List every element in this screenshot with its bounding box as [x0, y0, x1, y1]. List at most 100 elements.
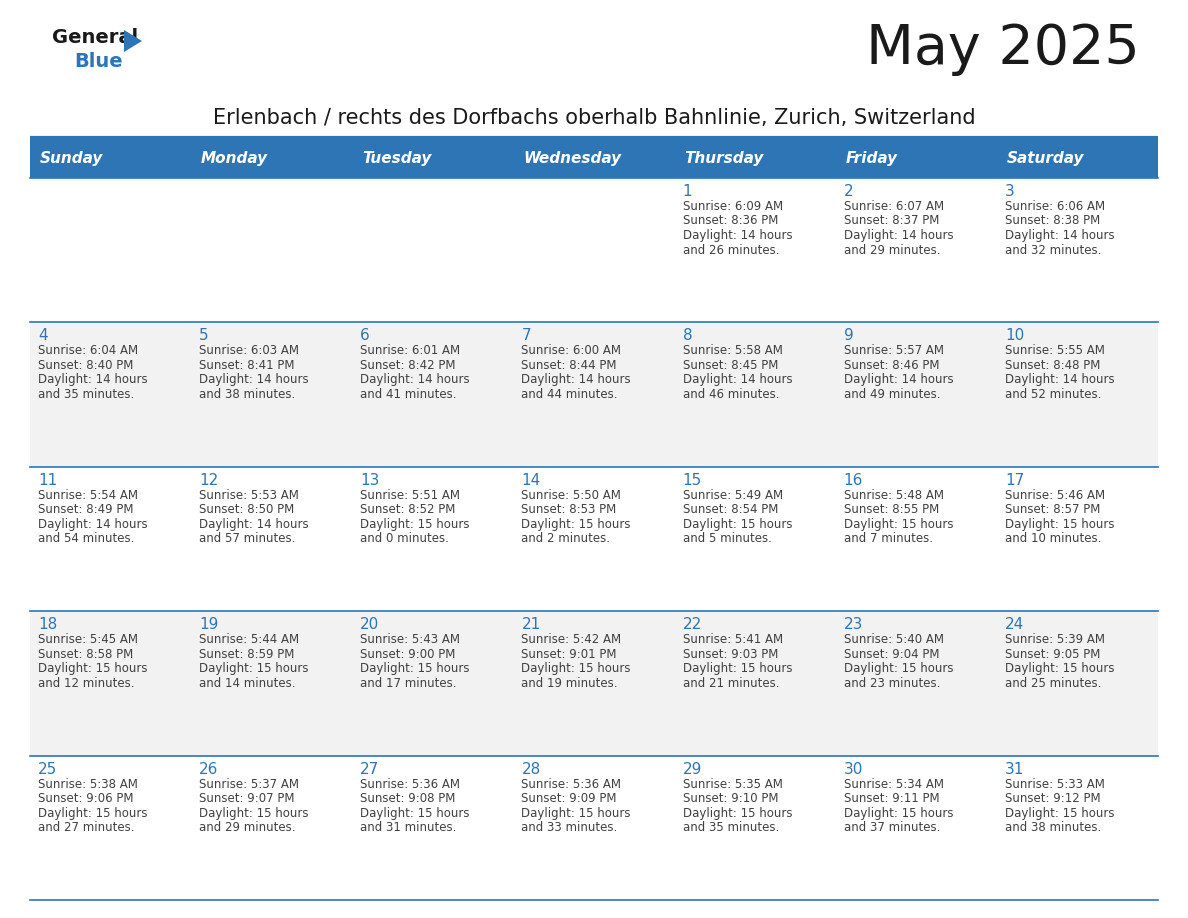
- Text: and 27 minutes.: and 27 minutes.: [38, 821, 134, 834]
- Text: Daylight: 14 hours: Daylight: 14 hours: [200, 518, 309, 531]
- Text: Sunset: 8:38 PM: Sunset: 8:38 PM: [1005, 215, 1100, 228]
- Text: Daylight: 15 hours: Daylight: 15 hours: [360, 518, 469, 531]
- Text: General: General: [52, 28, 138, 47]
- Text: Sunset: 8:45 PM: Sunset: 8:45 PM: [683, 359, 778, 372]
- Text: 3: 3: [1005, 184, 1015, 199]
- Text: Sunrise: 6:03 AM: Sunrise: 6:03 AM: [200, 344, 299, 357]
- Text: 26: 26: [200, 762, 219, 777]
- Text: 2: 2: [843, 184, 853, 199]
- FancyBboxPatch shape: [30, 466, 1158, 611]
- Text: Sunset: 9:05 PM: Sunset: 9:05 PM: [1005, 648, 1100, 661]
- Text: Sunrise: 5:58 AM: Sunrise: 5:58 AM: [683, 344, 783, 357]
- Text: Sunset: 8:57 PM: Sunset: 8:57 PM: [1005, 503, 1100, 516]
- Text: Sunrise: 5:45 AM: Sunrise: 5:45 AM: [38, 633, 138, 646]
- Text: 6: 6: [360, 329, 369, 343]
- Text: Sunset: 8:46 PM: Sunset: 8:46 PM: [843, 359, 940, 372]
- Text: 28: 28: [522, 762, 541, 777]
- Text: Sunrise: 5:51 AM: Sunrise: 5:51 AM: [360, 488, 460, 502]
- Text: and 2 minutes.: and 2 minutes.: [522, 532, 611, 545]
- Text: Daylight: 14 hours: Daylight: 14 hours: [1005, 374, 1114, 386]
- Text: Sunrise: 5:36 AM: Sunrise: 5:36 AM: [522, 778, 621, 790]
- Text: Sunset: 9:06 PM: Sunset: 9:06 PM: [38, 792, 133, 805]
- Text: Sunrise: 5:49 AM: Sunrise: 5:49 AM: [683, 488, 783, 502]
- Text: 27: 27: [360, 762, 379, 777]
- Text: and 38 minutes.: and 38 minutes.: [200, 388, 296, 401]
- Text: and 52 minutes.: and 52 minutes.: [1005, 388, 1101, 401]
- Text: Daylight: 14 hours: Daylight: 14 hours: [200, 374, 309, 386]
- Text: Daylight: 15 hours: Daylight: 15 hours: [200, 662, 309, 676]
- Text: Sunset: 8:36 PM: Sunset: 8:36 PM: [683, 215, 778, 228]
- Text: and 32 minutes.: and 32 minutes.: [1005, 243, 1101, 256]
- Text: 25: 25: [38, 762, 57, 777]
- Text: Daylight: 14 hours: Daylight: 14 hours: [522, 374, 631, 386]
- Text: and 10 minutes.: and 10 minutes.: [1005, 532, 1101, 545]
- Text: Sunrise: 5:46 AM: Sunrise: 5:46 AM: [1005, 488, 1105, 502]
- Text: 8: 8: [683, 329, 693, 343]
- Text: 1: 1: [683, 184, 693, 199]
- FancyBboxPatch shape: [30, 611, 1158, 756]
- Text: and 12 minutes.: and 12 minutes.: [38, 677, 134, 689]
- Polygon shape: [124, 30, 143, 52]
- Text: 5: 5: [200, 329, 209, 343]
- Text: Daylight: 15 hours: Daylight: 15 hours: [38, 807, 147, 820]
- Text: Sunrise: 5:34 AM: Sunrise: 5:34 AM: [843, 778, 943, 790]
- Text: Sunset: 8:42 PM: Sunset: 8:42 PM: [360, 359, 456, 372]
- Text: Daylight: 15 hours: Daylight: 15 hours: [1005, 662, 1114, 676]
- Text: Sunrise: 5:39 AM: Sunrise: 5:39 AM: [1005, 633, 1105, 646]
- Text: Sunrise: 5:54 AM: Sunrise: 5:54 AM: [38, 488, 138, 502]
- Text: 16: 16: [843, 473, 864, 487]
- Text: Sunset: 8:59 PM: Sunset: 8:59 PM: [200, 648, 295, 661]
- Text: Daylight: 15 hours: Daylight: 15 hours: [683, 662, 792, 676]
- Text: 29: 29: [683, 762, 702, 777]
- Text: Sunrise: 6:09 AM: Sunrise: 6:09 AM: [683, 200, 783, 213]
- Text: and 5 minutes.: and 5 minutes.: [683, 532, 771, 545]
- Text: Sunrise: 5:44 AM: Sunrise: 5:44 AM: [200, 633, 299, 646]
- Text: 7: 7: [522, 329, 531, 343]
- Text: Daylight: 15 hours: Daylight: 15 hours: [522, 518, 631, 531]
- Text: 21: 21: [522, 617, 541, 633]
- Text: Sunset: 8:37 PM: Sunset: 8:37 PM: [843, 215, 939, 228]
- Text: Sunset: 9:04 PM: Sunset: 9:04 PM: [843, 648, 940, 661]
- Text: Sunset: 9:09 PM: Sunset: 9:09 PM: [522, 792, 617, 805]
- Text: and 35 minutes.: and 35 minutes.: [38, 388, 134, 401]
- Text: Sunrise: 5:40 AM: Sunrise: 5:40 AM: [843, 633, 943, 646]
- Text: Sunset: 9:08 PM: Sunset: 9:08 PM: [360, 792, 456, 805]
- Text: Daylight: 14 hours: Daylight: 14 hours: [38, 518, 147, 531]
- Text: 23: 23: [843, 617, 864, 633]
- FancyBboxPatch shape: [30, 322, 1158, 466]
- Text: Sunset: 8:50 PM: Sunset: 8:50 PM: [200, 503, 295, 516]
- Text: Sunrise: 5:41 AM: Sunrise: 5:41 AM: [683, 633, 783, 646]
- FancyBboxPatch shape: [30, 178, 1158, 322]
- Text: Sunset: 9:07 PM: Sunset: 9:07 PM: [200, 792, 295, 805]
- Text: and 54 minutes.: and 54 minutes.: [38, 532, 134, 545]
- Text: Friday: Friday: [846, 151, 898, 166]
- Text: Daylight: 15 hours: Daylight: 15 hours: [522, 807, 631, 820]
- Text: and 41 minutes.: and 41 minutes.: [360, 388, 456, 401]
- Text: Daylight: 15 hours: Daylight: 15 hours: [1005, 518, 1114, 531]
- Text: and 37 minutes.: and 37 minutes.: [843, 821, 940, 834]
- Text: Sunset: 8:49 PM: Sunset: 8:49 PM: [38, 503, 133, 516]
- Text: Daylight: 15 hours: Daylight: 15 hours: [1005, 807, 1114, 820]
- Text: Sunset: 9:03 PM: Sunset: 9:03 PM: [683, 648, 778, 661]
- Text: Sunrise: 5:50 AM: Sunrise: 5:50 AM: [522, 488, 621, 502]
- Text: 12: 12: [200, 473, 219, 487]
- Text: Sunday: Sunday: [40, 151, 103, 166]
- Text: Sunset: 8:55 PM: Sunset: 8:55 PM: [843, 503, 939, 516]
- Text: and 29 minutes.: and 29 minutes.: [200, 821, 296, 834]
- Text: and 14 minutes.: and 14 minutes.: [200, 677, 296, 689]
- Text: Sunrise: 5:33 AM: Sunrise: 5:33 AM: [1005, 778, 1105, 790]
- Text: Daylight: 15 hours: Daylight: 15 hours: [843, 518, 953, 531]
- Text: Sunrise: 5:43 AM: Sunrise: 5:43 AM: [360, 633, 460, 646]
- Text: Daylight: 15 hours: Daylight: 15 hours: [522, 662, 631, 676]
- Text: 31: 31: [1005, 762, 1024, 777]
- Text: 30: 30: [843, 762, 864, 777]
- Text: and 25 minutes.: and 25 minutes.: [1005, 677, 1101, 689]
- Text: 9: 9: [843, 329, 853, 343]
- Text: Daylight: 14 hours: Daylight: 14 hours: [843, 229, 953, 242]
- Text: Sunset: 9:11 PM: Sunset: 9:11 PM: [843, 792, 940, 805]
- Text: Sunrise: 6:01 AM: Sunrise: 6:01 AM: [360, 344, 461, 357]
- Text: and 21 minutes.: and 21 minutes.: [683, 677, 779, 689]
- Text: and 7 minutes.: and 7 minutes.: [843, 532, 933, 545]
- Text: and 31 minutes.: and 31 minutes.: [360, 821, 456, 834]
- Text: Sunset: 8:40 PM: Sunset: 8:40 PM: [38, 359, 133, 372]
